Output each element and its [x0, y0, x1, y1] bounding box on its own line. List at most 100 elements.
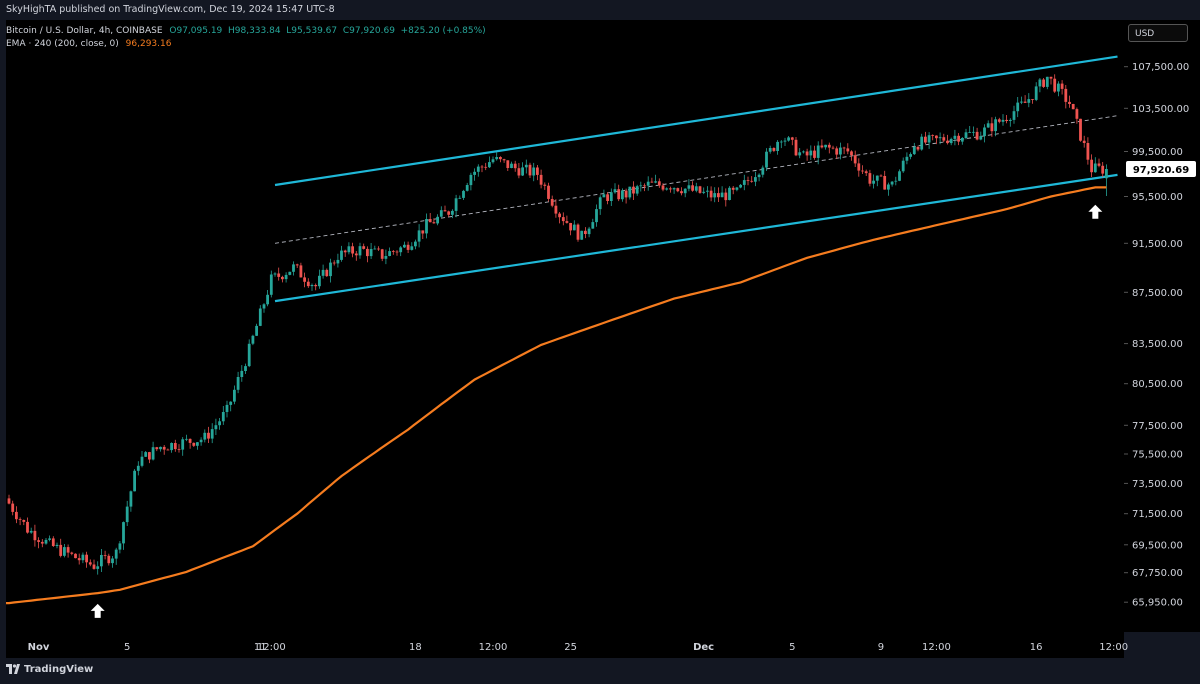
candle-body: [377, 248, 380, 250]
candle-body: [1093, 163, 1097, 173]
candle-body: [166, 449, 170, 451]
time-axis[interactable]: [6, 632, 1124, 658]
candle-body: [1064, 88, 1068, 102]
tradingview-brand[interactable]: TradingView: [24, 664, 94, 675]
candle-body: [643, 185, 646, 187]
candle-body: [214, 425, 218, 430]
candle-body: [894, 180, 898, 182]
candle-body: [432, 222, 436, 224]
tradingview-logo-icon[interactable]: [6, 664, 20, 676]
price-tick-label: 103,500.00: [1132, 104, 1189, 115]
candle-body: [968, 132, 972, 133]
candle-body: [329, 262, 332, 277]
price-tick-label: 69,500.00: [1132, 540, 1183, 551]
candle-body: [476, 166, 480, 172]
candle-body: [273, 273, 277, 275]
candle-body: [595, 209, 598, 223]
candle-body: [946, 140, 949, 144]
candle-body: [724, 192, 728, 201]
candle-body: [709, 190, 713, 198]
candle-body: [802, 151, 805, 153]
candle-body: [225, 404, 229, 412]
candle-body: [827, 144, 831, 148]
candle-body: [380, 249, 384, 259]
time-tick-label: 16: [1030, 642, 1043, 653]
candle-body: [820, 145, 824, 148]
candle-body: [1105, 169, 1108, 179]
candle-body: [550, 199, 554, 206]
candle-body: [362, 246, 366, 249]
candle-body: [572, 224, 576, 231]
candle-body: [1071, 104, 1075, 110]
publisher-bar: SkyHighTA published on TradingView.com, …: [0, 0, 1200, 20]
candle-body: [676, 188, 680, 192]
legend-row-1: Bitcoin / U.S. Dollar, 4h, COINBASE O97,…: [6, 26, 486, 36]
candle-body: [321, 269, 325, 276]
candle-body: [842, 147, 846, 149]
candle-body: [879, 175, 883, 177]
price-axis[interactable]: [1124, 20, 1200, 632]
candle-body: [114, 549, 118, 559]
candle-body: [269, 274, 273, 295]
candle-body: [754, 177, 757, 182]
price-tick-label: 95,500.00: [1132, 192, 1183, 203]
candle-body: [728, 187, 731, 200]
candle-body: [1049, 76, 1053, 79]
candle-body: [805, 151, 809, 156]
candle-body: [88, 562, 92, 565]
chart-area[interactable]: [6, 20, 1124, 632]
candle-body: [369, 249, 373, 257]
candle-body: [40, 541, 44, 544]
candle-body: [912, 147, 916, 155]
candle-body: [443, 210, 447, 212]
candle-body: [354, 253, 358, 256]
candle-body: [609, 192, 613, 201]
time-tick-label: 18: [409, 642, 422, 653]
ema-value: 96,293.16: [125, 39, 172, 49]
candle-body: [462, 190, 465, 198]
candle-body: [938, 137, 942, 139]
candle-body: [513, 163, 517, 169]
candle-body: [384, 256, 388, 259]
candle-body: [473, 171, 476, 175]
candle-body: [414, 241, 417, 247]
candle-body: [26, 521, 29, 533]
candle-body: [521, 167, 524, 176]
candle-body: [924, 136, 927, 143]
candle-body: [1001, 119, 1005, 122]
candle-body: [499, 157, 502, 160]
candle-body: [299, 265, 303, 278]
candle-body: [986, 123, 990, 128]
price-tick-label: 87,500.00: [1132, 288, 1183, 299]
candle-body: [399, 247, 403, 253]
candle-body: [33, 530, 37, 541]
price-tick-label: 65,950.00: [1132, 598, 1183, 609]
candle-body: [29, 530, 33, 533]
candle-body: [66, 547, 70, 553]
candle-body: [1075, 109, 1079, 119]
candle-body: [909, 154, 912, 157]
legend-symbol: Bitcoin / U.S. Dollar, 4h, COINBASE: [6, 26, 163, 36]
candle-body: [181, 439, 185, 450]
channel-layer: [274, 55, 1118, 303]
candle-body: [554, 205, 558, 214]
candle-body: [244, 366, 247, 371]
candle-body: [569, 223, 572, 231]
candle-body: [890, 181, 894, 185]
candle-body: [694, 186, 698, 191]
candle-body: [325, 269, 329, 277]
candle-body: [447, 211, 451, 215]
candle-body: [70, 552, 74, 554]
candle-body: [229, 401, 233, 405]
candle-body: [790, 137, 794, 140]
publisher-text: SkyHighTA published on TradingView.com, …: [6, 4, 335, 15]
ema-layer: [6, 186, 1107, 605]
candle-body: [495, 157, 499, 160]
candle-body: [103, 555, 107, 556]
candle-body: [861, 170, 864, 172]
candle-body: [340, 250, 343, 260]
candle-body: [994, 119, 997, 132]
currency-button[interactable]: USD: [1128, 24, 1188, 42]
candle-body: [657, 181, 661, 186]
